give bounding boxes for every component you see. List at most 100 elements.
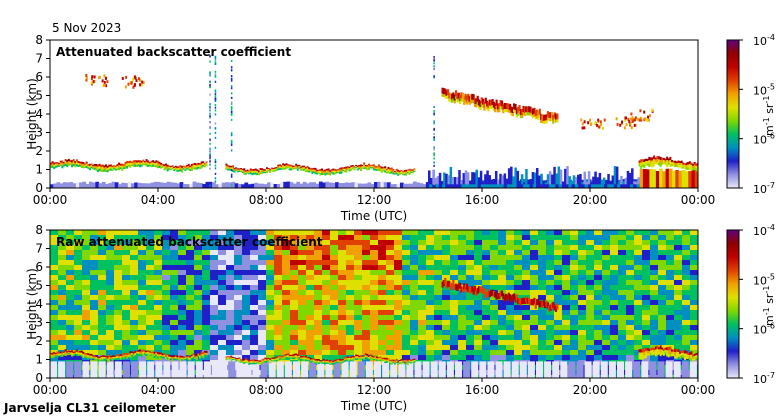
backscatter-cell	[194, 235, 202, 240]
cloud-cell	[304, 357, 307, 360]
backscatter-cell	[626, 280, 634, 285]
backscatter-cell	[170, 345, 178, 350]
backscatter-cell	[602, 295, 610, 300]
cloud-cell	[111, 358, 114, 361]
backscatter-cell	[394, 295, 402, 300]
backscatter-cell	[186, 245, 194, 250]
cloud-cell	[646, 118, 649, 122]
cloud-cell	[550, 111, 554, 118]
cloud-cell	[308, 359, 311, 362]
cloud-cell	[325, 170, 328, 173]
backscatter-cell	[554, 230, 562, 235]
backscatter-cell	[226, 265, 234, 270]
backscatter-cell	[666, 230, 674, 235]
backscatter-cell	[658, 250, 666, 255]
cloud-cell	[275, 167, 278, 169]
cloud-cell	[335, 361, 338, 363]
backscatter-cell	[474, 350, 482, 355]
streak-cell	[230, 118, 233, 121]
cloud-cell	[244, 171, 247, 174]
backscatter-cell	[186, 240, 194, 245]
backscatter-cell	[242, 330, 250, 335]
cloud-cell	[142, 161, 145, 164]
backscatter-cell	[178, 320, 186, 325]
cloud-cell	[72, 354, 75, 356]
backscatter-cell	[354, 305, 362, 310]
cloud-cell	[235, 169, 238, 171]
cloud-cell	[306, 167, 309, 171]
cloud-cell	[100, 358, 103, 361]
cloud-cell	[649, 160, 652, 164]
backscatter-cell	[210, 275, 218, 280]
cloud-cell	[156, 160, 159, 164]
cloud-cell	[173, 355, 176, 358]
backscatter-cell	[170, 310, 178, 315]
backscatter-cell	[106, 320, 114, 325]
cloud-cell	[300, 357, 303, 360]
backscatter-cell	[74, 260, 82, 265]
backscatter-cell	[122, 275, 130, 280]
backscatter-cell	[266, 300, 274, 305]
streak-cell	[433, 112, 435, 115]
cloud-cell	[125, 75, 128, 79]
backscatter-cell	[450, 365, 458, 370]
cloud-cell	[251, 173, 254, 176]
cloud-cell	[368, 355, 371, 358]
haze-cell	[436, 176, 440, 185]
backscatter-cell	[386, 245, 394, 250]
backscatter-cell	[210, 230, 218, 235]
backscatter-cell	[498, 305, 506, 310]
streak-cell	[209, 86, 211, 89]
cloud-cell	[124, 161, 127, 165]
backscatter-cell	[458, 230, 466, 235]
cloud-cell	[173, 358, 176, 360]
aerosol-cell	[192, 181, 197, 188]
streak-cell	[214, 56, 217, 59]
backscatter-cell	[682, 295, 690, 300]
cloud-cell	[96, 169, 99, 173]
backscatter-cell	[466, 275, 474, 280]
backscatter-cell	[322, 235, 330, 240]
backscatter-cell	[338, 230, 346, 235]
cloud-cell	[449, 92, 452, 99]
cloud-cell	[244, 170, 247, 172]
surface-cell	[625, 361, 633, 378]
cloud-cell	[126, 163, 129, 167]
haze-cell	[451, 177, 455, 185]
backscatter-cell	[682, 315, 690, 320]
haze-cell	[574, 176, 578, 185]
backscatter-cell	[682, 245, 690, 250]
backscatter-cell	[498, 260, 506, 265]
backscatter-cell	[114, 295, 122, 300]
cloud-cell	[153, 165, 156, 167]
backscatter-cell	[202, 315, 210, 320]
cloud-cell	[118, 165, 121, 168]
backscatter-cell	[306, 280, 314, 285]
cloud-cell	[116, 353, 119, 356]
backscatter-cell	[234, 355, 242, 360]
backscatter-cell	[298, 235, 306, 240]
cloud-cell	[308, 358, 311, 360]
backscatter-cell	[250, 300, 258, 305]
backscatter-cell	[546, 245, 554, 250]
backscatter-cell	[514, 310, 522, 315]
backscatter-cell	[354, 300, 362, 305]
cloud-cell	[687, 356, 690, 359]
cloud-cell	[111, 169, 114, 172]
backscatter-cell	[538, 275, 546, 280]
surface-cell	[163, 361, 171, 378]
backscatter-cell	[322, 275, 330, 280]
backscatter-cell	[234, 250, 242, 255]
backscatter-cell	[66, 330, 74, 335]
cloud-cell	[581, 126, 584, 130]
cloud-cell	[371, 355, 374, 358]
cloud-cell	[457, 98, 460, 102]
backscatter-cell	[474, 320, 482, 325]
backscatter-cell	[602, 305, 610, 310]
backscatter-cell	[298, 240, 306, 245]
cloud-cell	[50, 354, 52, 357]
cloud-cell	[261, 359, 264, 361]
backscatter-cell	[514, 245, 522, 250]
cloud-cell	[457, 283, 460, 290]
backscatter-cell	[538, 345, 546, 350]
